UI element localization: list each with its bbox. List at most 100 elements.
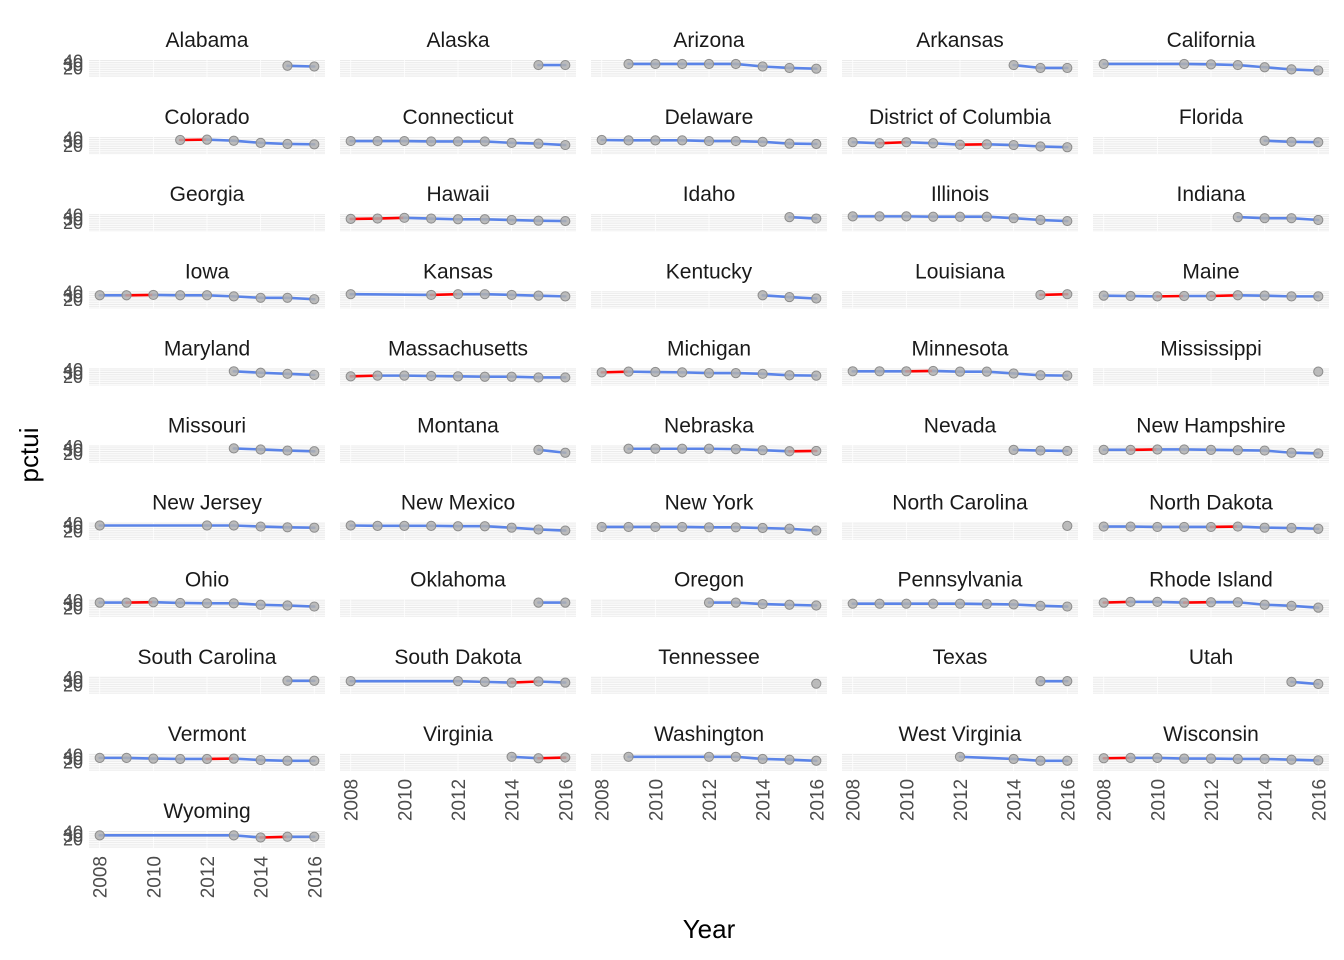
data-point	[847, 598, 858, 609]
data-point	[452, 371, 464, 382]
data-point	[94, 290, 105, 301]
data-point	[730, 522, 741, 533]
data-point	[847, 366, 858, 377]
data-point	[1125, 521, 1136, 532]
panel-title: Indiana	[1177, 183, 1246, 206]
data-point	[1179, 521, 1190, 533]
x-tick-label: 2016	[556, 779, 577, 821]
y-tick-label: 20	[63, 675, 83, 695]
panel-title: South Carolina	[138, 646, 277, 669]
y-axis-title: pctui	[14, 428, 44, 483]
panel-title: Vermont	[168, 723, 246, 746]
x-tick-label: 2016	[1309, 779, 1330, 821]
data-point	[560, 372, 571, 383]
data-point	[811, 213, 822, 224]
panel-title: Oregon	[674, 569, 744, 592]
panel-title: Missouri	[168, 415, 246, 438]
data-point	[928, 365, 939, 377]
data-point	[757, 290, 768, 301]
data-point	[228, 443, 239, 454]
data-point	[1152, 444, 1163, 455]
data-point	[757, 753, 768, 765]
data-point	[784, 599, 795, 610]
data-point	[1313, 366, 1324, 377]
panel-title: Virginia	[423, 723, 493, 746]
data-point	[1062, 215, 1073, 227]
data-point	[1313, 448, 1324, 459]
panel-title: Nebraska	[664, 415, 754, 438]
data-point	[309, 675, 320, 686]
data-point	[228, 598, 239, 609]
data-point	[1179, 597, 1190, 608]
data-point	[1259, 599, 1270, 610]
panel-montana: Montana	[340, 415, 576, 463]
panel-title: Massachusetts	[388, 337, 528, 360]
data-point	[309, 369, 320, 381]
data-point	[811, 600, 822, 611]
data-point	[811, 293, 822, 304]
data-point	[1179, 444, 1190, 455]
panel-new-mexico: New Mexico	[340, 492, 576, 540]
data-point	[282, 755, 293, 766]
y-tick-label: 20	[63, 367, 83, 387]
data-point	[928, 598, 939, 609]
data-point	[1035, 676, 1046, 687]
data-point	[148, 289, 159, 301]
y-tick-label: 30	[63, 209, 83, 229]
data-point	[703, 58, 715, 70]
panel-title: Texas	[933, 646, 988, 669]
data-point	[1313, 291, 1324, 302]
panel-texas: Texas	[842, 646, 1078, 694]
x-axis-title: Year	[683, 914, 736, 944]
data-point	[309, 139, 320, 150]
data-point	[1062, 62, 1073, 74]
data-point	[533, 290, 544, 301]
data-point	[757, 61, 768, 72]
data-point	[560, 752, 571, 763]
data-point	[730, 58, 741, 70]
panel-title: Georgia	[170, 183, 245, 206]
panel-title: Montana	[417, 415, 499, 438]
data-point	[1125, 444, 1136, 455]
data-point	[121, 290, 132, 301]
panel-title: Illinois	[931, 183, 989, 206]
data-point	[1035, 62, 1046, 74]
data-point	[1313, 678, 1324, 690]
panel-title: Washington	[654, 723, 764, 746]
data-point	[533, 753, 544, 764]
data-point	[533, 215, 544, 226]
panel-title: Michigan	[667, 337, 751, 360]
data-point	[1152, 752, 1163, 763]
data-point	[228, 753, 239, 764]
data-point	[175, 290, 186, 301]
data-point	[1232, 59, 1243, 71]
data-point	[901, 137, 912, 148]
data-point	[175, 753, 186, 765]
panel-title: Arizona	[673, 29, 745, 52]
data-point	[703, 751, 715, 762]
data-point	[94, 520, 105, 531]
data-point	[677, 58, 688, 70]
data-point	[479, 289, 490, 300]
data-point	[1205, 597, 1217, 608]
data-point	[345, 676, 356, 687]
data-point	[784, 291, 795, 303]
data-point	[677, 367, 688, 378]
panel-title: Idaho	[683, 183, 736, 206]
data-point	[372, 520, 383, 531]
data-point	[596, 367, 607, 378]
data-point	[506, 751, 517, 762]
data-point	[730, 368, 741, 379]
panel-hawaii: Hawaii	[340, 183, 576, 232]
panel-title: Mississippi	[1160, 337, 1262, 360]
data-point	[1286, 522, 1297, 534]
data-point	[1259, 445, 1270, 456]
data-point	[452, 676, 464, 687]
data-point	[623, 521, 634, 533]
data-point	[1035, 289, 1046, 301]
data-point	[1062, 370, 1073, 381]
y-tick-label: 20	[63, 213, 83, 233]
y-tick-label: 20	[63, 136, 83, 156]
